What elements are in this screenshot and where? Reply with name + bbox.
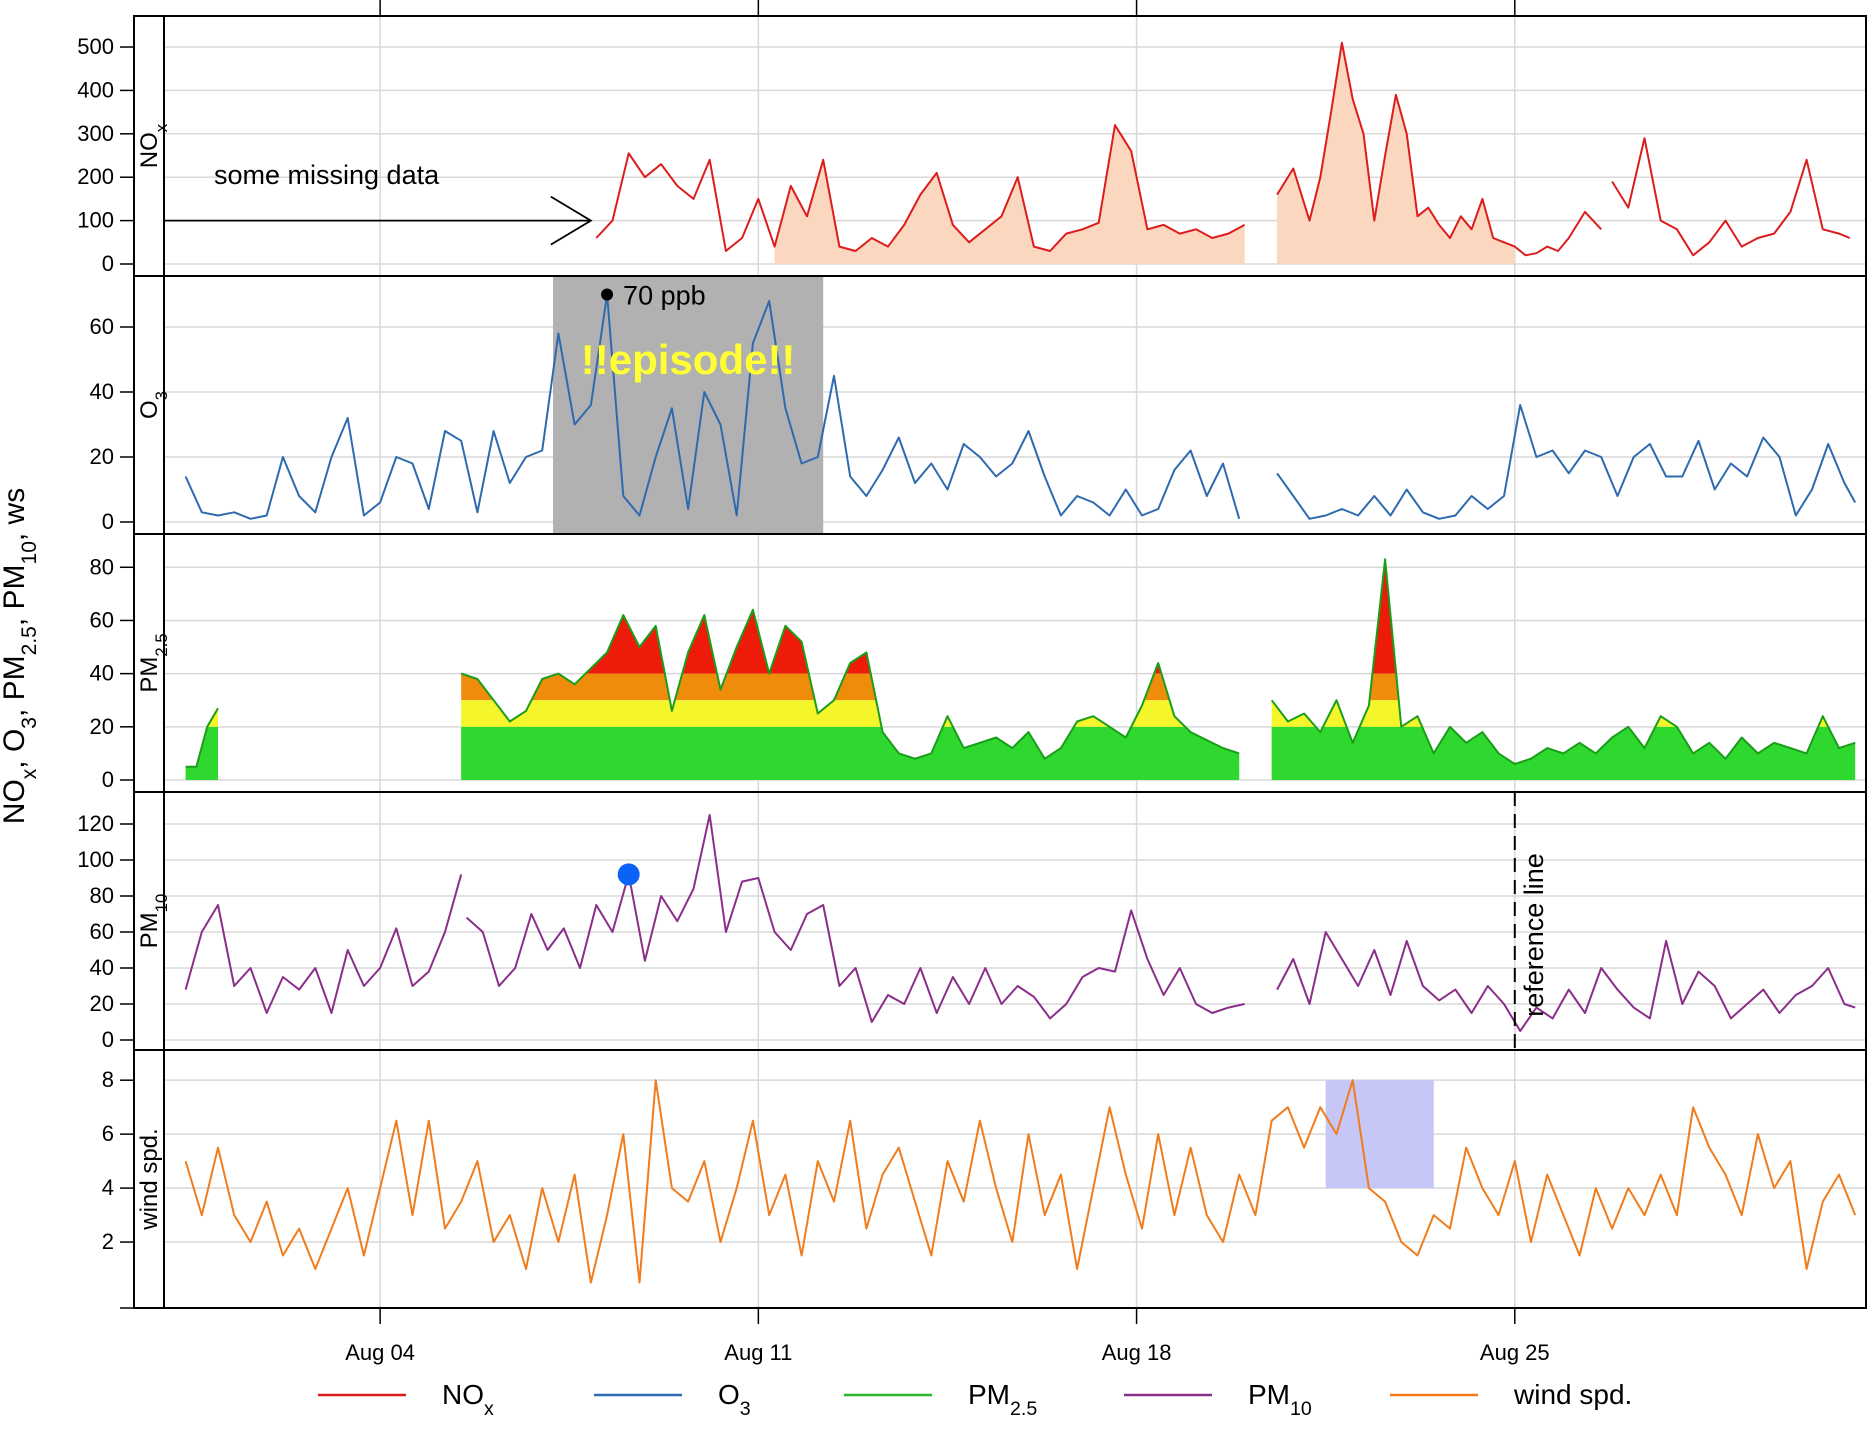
y-tick-label: 4 [102, 1175, 114, 1200]
panel-label-pm10: PM10 [136, 894, 171, 949]
pm25-band-area [1271, 700, 1829, 727]
legend-label: wind spd. [1513, 1379, 1632, 1410]
series-line-ws [184, 1079, 1857, 1284]
y-axis-title: NOx, O3, PM2.5, PM10, ws [0, 488, 41, 824]
x-tick-label: Aug 25 [1480, 1340, 1550, 1365]
pm25-band-area [461, 673, 1170, 701]
panel-nox: 0 100 200 300 400 500 [77, 16, 1866, 276]
peak-label: 70 ppb [623, 281, 706, 311]
series-line-nox [1611, 137, 1851, 257]
episode-label: !!episode!! [581, 336, 796, 383]
panel-background [134, 1050, 1866, 1308]
pm25-band-area [461, 700, 1186, 727]
y-tick-label: 60 [90, 607, 114, 632]
series-line-pm10 [1276, 931, 1856, 1032]
series-line-pm10 [184, 874, 463, 1014]
legend-label: O3 [718, 1379, 751, 1420]
panel-label-pm25: PM2.5 [136, 633, 171, 692]
nox-shaded-area [1277, 42, 1515, 264]
legend-label: NOx [442, 1379, 494, 1420]
panel-o3: 0 20 40 60 [90, 276, 1866, 534]
pm25-band-area [1372, 559, 1397, 674]
reference-line-label: reference line [1519, 853, 1549, 1017]
y-tick-label: 20 [90, 991, 114, 1016]
y-tick-label: 40 [90, 661, 114, 686]
pm10-highlight-point [617, 863, 640, 886]
y-tick-label: 0 [102, 1027, 114, 1052]
panel-background [134, 792, 1866, 1050]
missing-data-arrow-head [550, 195, 593, 246]
series-line-pm10 [465, 814, 1245, 1023]
y-tick-label: 400 [77, 77, 114, 102]
episode-shading [553, 276, 824, 534]
y-tick-label: 80 [90, 883, 114, 908]
pm25-band-area [1271, 673, 1399, 701]
y-tick-label: 0 [102, 251, 114, 276]
y-tick-label: 300 [77, 121, 114, 146]
legend-label: PM10 [1248, 1379, 1312, 1420]
x-tick-label: Aug 11 [724, 1340, 792, 1365]
y-tick-label: 500 [77, 34, 114, 59]
series-line-pm25 [460, 608, 1240, 760]
panel-ws: 2 4 6 8 [102, 1050, 1866, 1308]
y-tick-label: 8 [102, 1067, 114, 1092]
panel-background [134, 276, 1866, 534]
panel-label-ws: wind spd. [136, 1128, 163, 1230]
peak-marker [601, 288, 614, 301]
panel-frame [133, 1049, 1867, 1309]
panel-label-o3: O3 [136, 391, 171, 419]
y-tick-label: 40 [90, 955, 114, 980]
series-line-o3 [1276, 404, 1857, 520]
nox-shaded-area [774, 125, 1245, 264]
y-tick-label: 20 [90, 444, 114, 469]
series-line-pm25 [185, 707, 219, 768]
y-tick-label: 80 [90, 554, 114, 579]
series-line-pm25 [1270, 558, 1856, 765]
pm25-band-area [461, 726, 1240, 780]
missing-data-label: some missing data [214, 160, 440, 190]
y-tick-label: 6 [102, 1121, 114, 1146]
y-tick-label: 2 [102, 1229, 114, 1254]
x-tick-label: Aug 04 [345, 1340, 415, 1365]
y-tick-label: 120 [77, 811, 114, 836]
y-tick-label: 0 [102, 767, 114, 792]
panel-label-nox: NOx [136, 123, 171, 168]
series-line-nox [595, 124, 1246, 252]
legend-label: PM2.5 [968, 1379, 1037, 1420]
y-tick-label: 40 [90, 379, 114, 404]
y-tick-label: 60 [90, 919, 114, 944]
y-tick-label: 60 [90, 314, 114, 339]
x-tick-label: Aug 18 [1102, 1340, 1172, 1365]
y-tick-label: 100 [77, 847, 114, 872]
panel-pm10: 0 20 40 60 80 100 120 [77, 792, 1866, 1052]
y-tick-label: 200 [77, 164, 114, 189]
y-tick-label: 100 [77, 208, 114, 233]
y-tick-label: 20 [90, 714, 114, 739]
series-line-o3 [184, 293, 1241, 520]
y-tick-label: 0 [102, 509, 114, 534]
series-line-nox [1276, 41, 1602, 257]
pm25-band-area [461, 609, 1162, 674]
wind-highlight-box [1325, 1080, 1434, 1189]
